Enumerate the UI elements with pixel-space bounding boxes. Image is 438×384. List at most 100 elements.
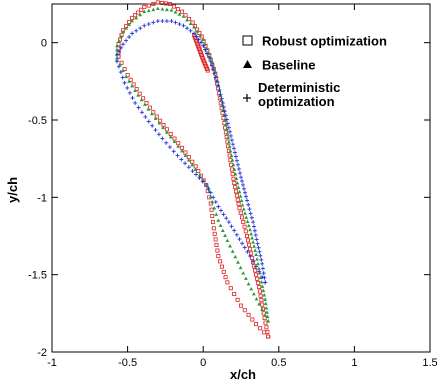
deterministic-point (192, 31, 197, 36)
deterministic-point (234, 232, 239, 237)
robust-point (254, 272, 259, 277)
baseline-point (172, 139, 177, 144)
baseline-point (264, 306, 269, 310)
deterministic-point (167, 145, 172, 150)
deterministic-point (130, 95, 135, 100)
deterministic-point (143, 114, 148, 119)
deterministic-point (124, 38, 129, 43)
robust-point (221, 269, 226, 274)
robust-point (228, 286, 233, 291)
x-tick-label: 0.5 (271, 357, 286, 369)
deterministic-point (245, 249, 250, 254)
baseline-point (233, 172, 238, 176)
deterministic-point (226, 220, 231, 225)
robust-point (262, 330, 267, 335)
legend-square-marker (242, 35, 253, 46)
deterministic-point (203, 47, 208, 52)
deterministic-point (146, 119, 151, 124)
robust-point (231, 176, 236, 181)
baseline-point (153, 116, 158, 120)
robust-point (232, 291, 237, 296)
deterministic-point (257, 249, 262, 254)
baseline-point (190, 162, 195, 167)
deterministic-point (216, 83, 221, 88)
baseline-point (236, 185, 241, 189)
robust-point (258, 326, 263, 331)
baseline-point (259, 280, 264, 284)
deterministic-point (156, 132, 161, 137)
deterministic-point (160, 136, 165, 141)
baseline-point (238, 265, 243, 270)
baseline-point (119, 34, 123, 38)
deterministic-point (223, 113, 228, 118)
baseline-point (133, 88, 138, 93)
baseline-point (244, 276, 248, 280)
baseline-point (255, 257, 259, 261)
deterministic-point (252, 228, 257, 233)
robust-point (243, 229, 248, 234)
baseline-point (169, 8, 174, 12)
robust-point (242, 224, 247, 229)
deterministic-point (240, 179, 245, 184)
baseline-point (226, 135, 231, 140)
robust-point (258, 293, 263, 298)
legend: Robust optimization Baseline Determinist… (242, 34, 387, 109)
deterministic-point (228, 133, 233, 138)
deterministic-point (185, 26, 190, 31)
baseline-point (249, 231, 253, 236)
robust-point (257, 289, 262, 294)
deterministic-point (262, 275, 267, 280)
deterministic-point (173, 20, 178, 25)
deterministic-point (242, 186, 247, 191)
robust-point (234, 193, 239, 198)
baseline-point (236, 260, 240, 264)
robust-point (257, 285, 262, 290)
x-tick-label: 1 (351, 357, 357, 369)
deterministic-point (220, 100, 225, 105)
deterministic-point (239, 175, 243, 180)
deterministic-point (164, 140, 169, 145)
robust-point (234, 189, 239, 194)
robust-point (265, 329, 270, 334)
deterministic-point (233, 154, 238, 159)
deterministic-point (254, 237, 259, 242)
baseline-point (173, 10, 178, 14)
baseline-point (221, 107, 226, 112)
baseline-point (251, 292, 256, 296)
baseline-point (237, 189, 242, 194)
baseline-point (157, 121, 162, 125)
deterministic-point (253, 233, 258, 238)
baseline-point (188, 21, 193, 25)
legend-label-deterministic-line1: Deterministic (258, 80, 340, 95)
baseline-point (256, 266, 261, 270)
deterministic-point (146, 22, 151, 27)
baseline-point (203, 42, 207, 46)
deterministic-point (224, 216, 229, 221)
robust-point (249, 251, 254, 256)
data-series (115, 0, 271, 339)
baseline-point (155, 6, 160, 11)
baseline-point (207, 189, 212, 194)
robust-point (215, 248, 220, 253)
deterministic-point (179, 157, 184, 162)
baseline-point (130, 83, 135, 88)
deterministic-point (133, 100, 138, 105)
deterministic-point (232, 150, 237, 155)
robust-point (256, 280, 261, 285)
robust-point (136, 10, 141, 15)
baseline-point (168, 135, 173, 139)
baseline-point (216, 218, 221, 222)
baseline-point (185, 17, 189, 22)
baseline-point (254, 297, 259, 301)
deterministic-point (252, 224, 257, 229)
deterministic-point (130, 31, 135, 36)
baseline-point (228, 148, 233, 153)
baseline-point (266, 319, 271, 323)
deterministic-point (208, 59, 213, 64)
baseline-point (223, 122, 228, 127)
x-axis-title: x/ch (230, 367, 256, 382)
deterministic-point (204, 51, 209, 56)
robust-point (262, 315, 267, 320)
robust-point (237, 206, 242, 211)
robust-point (242, 308, 247, 313)
